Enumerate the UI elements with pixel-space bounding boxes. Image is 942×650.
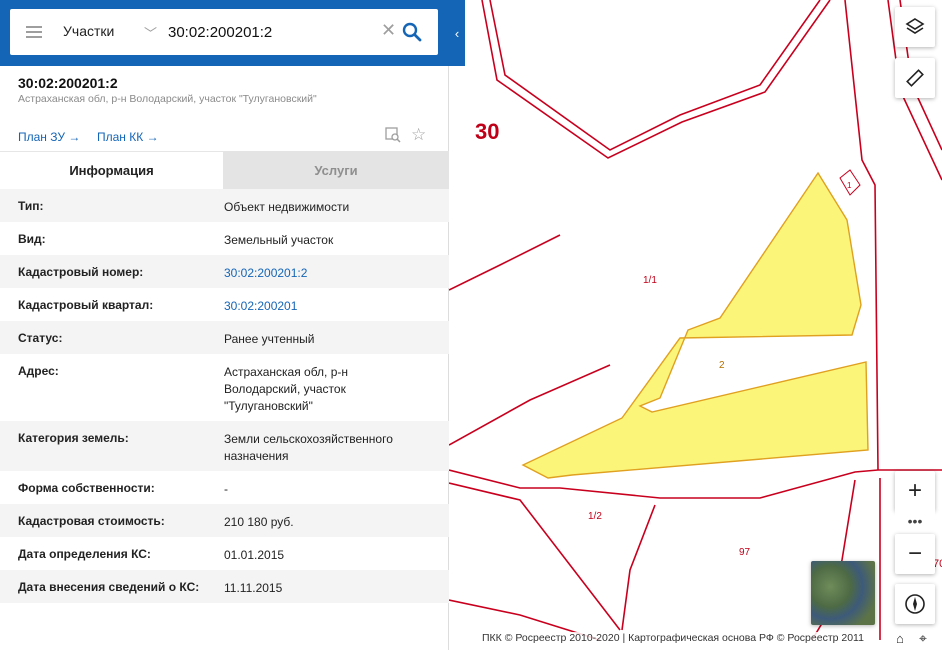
tab-services[interactable]: Услуги [223,151,449,189]
satellite-basemap-toggle[interactable] [811,561,875,625]
info-panel: 30:02:200201:2 Астраханская обл, р-н Вол… [0,0,449,650]
info-key: Кадастровый номер: [18,265,144,279]
more-options-button[interactable]: ••• [895,508,935,534]
parcel-boundary [449,482,621,631]
search-type-select[interactable]: Участки [63,23,115,39]
compass-button[interactable] [895,584,935,624]
plan-zu-label: План ЗУ [18,130,65,144]
object-title: 30:02:200201:2 [18,75,118,91]
info-row: Форма собственности: - [0,471,449,504]
cadastral-number-link[interactable]: 30:02:200201:2 [224,266,308,280]
parcel-label: 97 [739,547,751,558]
info-value: Ранее учтенный [224,332,315,346]
info-key: Статус: [18,331,63,345]
info-row: Кадастровая стоимость: 210 180 руб. [0,504,449,537]
info-row: Дата определения КС: 01.01.2015 [0,537,449,570]
zoom-in-button[interactable]: + [895,471,935,511]
map-copyright: ПКК © Росреестр 2010-2020 | Картографиче… [482,632,864,644]
search-box: Участки ﹀ ✕ [10,9,438,55]
info-row: Категория земель: Земли сельскохозяйстве… [0,421,449,471]
info-key: Дата определения КС: [18,547,151,561]
info-value: - [224,482,228,496]
info-row: Вид: Земельный участок [0,222,449,255]
region-boundary [489,0,821,151]
parcel-label: 70 [933,558,942,570]
chevron-down-icon[interactable]: ﹀ [144,26,158,41]
cadastral-quarter-link[interactable]: 30:02:200201 [224,299,298,313]
parcel-label: 1 [847,181,852,190]
plan-kk-link[interactable]: План КК → [97,130,159,144]
parcel-1-outline [839,169,861,196]
ruler-button[interactable] [895,58,935,98]
zoom-out-button[interactable]: − [895,534,935,574]
parcel-boundary [621,504,656,631]
info-value: Астраханская обл, р-н Володарский, участ… [224,365,349,413]
info-row: Кадастровый квартал: 30:02:200201 [0,288,449,321]
plan-kk-label: План КК [97,130,144,144]
tabs-bar: Информация Услуги [0,151,449,189]
selected-parcel-polygon[interactable] [521,171,869,479]
search-input[interactable] [168,20,368,44]
info-key: Тип: [18,199,44,213]
info-key: Дата внесения сведений о КС: [18,580,200,594]
region-number-label: 30 [475,119,499,144]
search-icon[interactable] [402,22,422,42]
plan-zu-link[interactable]: План ЗУ → [18,130,80,144]
parcel-boundary [844,0,879,471]
more-dots-icon: ••• [907,513,923,529]
parcel-label: 1/1 [643,275,657,286]
info-value: 11.11.2015 [224,581,283,595]
info-value: 210 180 руб. [224,515,294,529]
plus-icon: + [907,477,922,504]
collapse-panel-chevron-icon[interactable]: ‹ [454,25,460,41]
info-key: Форма собственности: [18,481,155,495]
clear-icon[interactable]: ✕ [381,20,397,40]
tab-info[interactable]: Информация [0,151,223,189]
parcel-boundary [449,364,611,446]
parcel-label: 1/2 [588,511,602,522]
arrow-right-icon: → [68,130,81,144]
zoom-to-object-icon[interactable] [385,127,401,143]
info-value: Земли сельскохозяйственного назначения [224,432,393,463]
info-row: Статус: Ранее учтенный [0,321,449,354]
minus-icon: − [907,540,922,567]
info-row: Тип: Объект недвижимости [0,189,449,222]
info-key: Вид: [18,232,46,246]
favorite-star-icon[interactable]: ☆ [411,125,427,144]
info-row: Дата внесения сведений о КС: 11.11.2015 [0,570,449,603]
ruler-icon [906,69,924,87]
home-icon[interactable]: ⌂ [896,631,904,646]
search-header: Участки ﹀ ✕ ‹ [0,0,465,66]
layers-icon [905,18,925,34]
parcel-boundary [449,234,561,291]
info-value: Земельный участок [224,233,334,247]
cadastral-map[interactable]: 30 1/1 2 1/2 97 1 70 [449,0,942,650]
parcel-label: 2 [719,360,725,371]
arrow-right-icon: → [146,130,159,144]
info-value: 01.01.2015 [224,548,285,562]
info-key: Категория земель: [18,431,129,445]
hamburger-menu-icon[interactable] [26,26,42,38]
info-row: Кадастровый номер: 30:02:200201:2 [0,255,449,288]
compass-icon [905,594,925,614]
info-key: Адрес: [18,364,59,378]
map-canvas: 30 1/1 2 1/2 97 1 70 [449,0,942,641]
region-boundary [481,0,831,159]
info-key: Кадастровый квартал: [18,298,154,312]
parcel-boundary [449,599,601,641]
parcel-boundary [449,469,942,499]
info-key: Кадастровая стоимость: [18,514,165,528]
info-value: Объект недвижимости [224,200,350,214]
info-row: Адрес: Астраханская обл, р-н Володарский… [0,354,449,421]
layers-button[interactable] [895,7,935,47]
object-subtitle: Астраханская обл, р-н Володарский, участ… [18,93,317,105]
locate-icon[interactable]: ⌖ [919,630,927,646]
